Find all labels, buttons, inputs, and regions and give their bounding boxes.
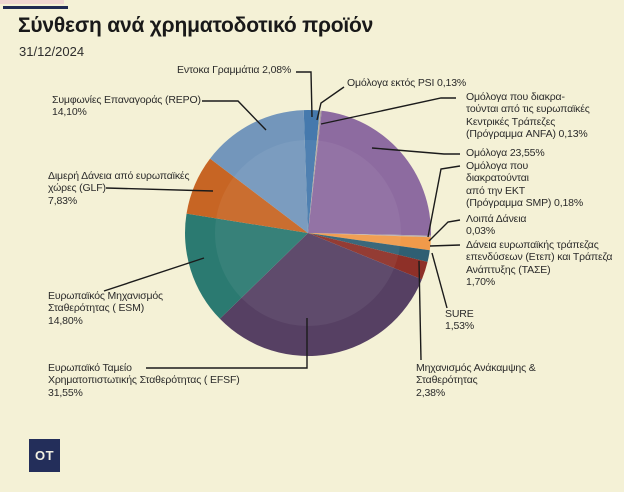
pie-slice-psi xyxy=(308,110,321,233)
leader-line-etep xyxy=(429,244,461,247)
slice-label-glf: Διμερή Δάνεια από ευρωπαϊκές χώρες (GLF)… xyxy=(48,170,190,207)
pie-slice-anakampsi xyxy=(308,233,428,280)
leader-line-repo xyxy=(202,100,267,131)
ot-logo: OT xyxy=(29,439,60,472)
slice-label-repo: Συμφωνίες Επαναγοράς (REPO) 14,10% xyxy=(52,94,201,119)
pie-slice-anfa xyxy=(308,110,322,233)
leader-line-loipa xyxy=(428,219,461,242)
leader-line-smp xyxy=(427,165,461,238)
title-accent-rule xyxy=(3,6,68,9)
report-date: 31/12/2024 xyxy=(19,44,85,59)
pie-highlight xyxy=(215,140,401,326)
pie-slice-omologa xyxy=(308,110,431,236)
leader-line-esm xyxy=(103,257,205,292)
leader-line-sure xyxy=(431,252,448,309)
slice-label-anfa: Ομόλογα που διακρα- τούνται από τις ευρω… xyxy=(466,91,590,141)
slice-label-smp: Ομόλογα που διακρατούνται από την ΕΚΤ (Π… xyxy=(466,160,584,210)
pie-slice-repo xyxy=(210,110,308,233)
leader-line-omologa xyxy=(371,147,460,155)
leader-line-psi xyxy=(316,86,345,121)
leader-line-anakampsi xyxy=(418,260,422,361)
slice-label-sure: SURE 1,53% xyxy=(445,308,475,333)
page-title: Σύνθεση ανά χρηματοδοτικό προϊόν xyxy=(18,14,374,37)
pie-slice-efsf xyxy=(219,233,422,356)
slice-label-psi: Ομόλογα εκτός PSI 0,13% xyxy=(347,77,467,89)
pie-slice-entoka xyxy=(303,109,320,233)
slice-label-omologa: Ομόλογα 23,55% xyxy=(466,147,545,159)
pie-slice-sure xyxy=(308,233,430,262)
pie-slice-esm xyxy=(185,213,308,319)
pie-slice-glf xyxy=(186,158,308,233)
leader-line-glf xyxy=(105,187,214,192)
leader-line-entoka xyxy=(296,71,313,118)
pie-slice-smp xyxy=(308,233,431,237)
leader-line-efsf xyxy=(146,318,308,369)
slice-label-esm: Ευρωπαϊκός Μηχανισμός Σταθερότητας ( ESM… xyxy=(48,290,163,327)
slice-label-efsf: Ευρωπαϊκό Ταμείο Χρηματοπιστωτικής Σταθε… xyxy=(48,362,240,399)
pie-slice-etep xyxy=(308,233,431,251)
slice-label-entoka: Εντοκα Γραμμάτια 2,08% xyxy=(177,64,292,76)
slice-label-loipa: Λοιπά Δάνεια 0,03% xyxy=(466,213,527,238)
top-pink-strip xyxy=(0,0,64,4)
pie-slice-loipa xyxy=(308,233,431,238)
slice-label-anakampsi: Μηχανισμός Ανάκαμψης & Σταθερότητας 2,38… xyxy=(416,362,536,399)
leader-line-anfa xyxy=(320,97,456,125)
slice-label-etep: Δάνεια ευρωπαϊκής τράπεζας επενδύσεων (Ε… xyxy=(466,239,613,289)
